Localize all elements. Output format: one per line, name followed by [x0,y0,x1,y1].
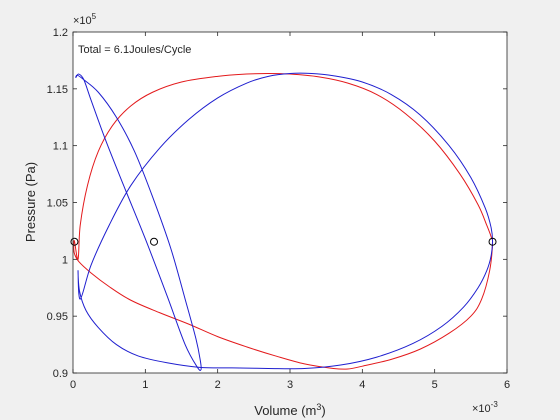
x-axis-label-close: ) [321,403,325,418]
series-layer [73,72,494,371]
data-marker-1 [70,237,79,246]
series-line-3 [75,73,202,371]
y-axis-ticks: 0.9 0.95 1 1.05 1.1 1.15 1.2 [47,27,507,380]
x-multiplier-base: ×10 [472,403,491,415]
y-tick-label: 1.1 [53,141,68,153]
x-tick-label: 1 [142,379,148,391]
annotation-text: Total = 6.1Joules/Cycle [78,44,191,56]
data-marker-3 [488,237,497,246]
x-tick-label: 3 [287,379,293,391]
y-tick-label: 0.95 [47,311,68,323]
x-tick-label: 4 [359,379,365,391]
y-tick-label: 0.9 [53,368,68,380]
data-marker-2 [150,237,159,246]
x-tick-label: 5 [432,379,438,391]
y-tick-label: 1.05 [47,198,68,210]
y-multiplier-label: ×105 [73,12,97,27]
x-multiplier-exponent: -3 [491,400,499,409]
y-axis-label: Pressure (Pa) [23,162,38,242]
y-multiplier-base: ×10 [73,15,92,27]
x-tick-label: 0 [70,379,76,391]
axes-background [73,32,507,373]
y-tick-label: 1.2 [53,27,68,39]
x-axis-ticks: 0 1 2 3 4 5 6 [70,32,510,391]
x-tick-label: 6 [504,379,510,391]
x-axis-label: Volume (m3) [254,402,326,418]
x-tick-label: 2 [215,379,221,391]
x-multiplier-label: ×10-3 [472,400,498,415]
y-tick-label: 1.15 [47,84,68,96]
marker-layer [70,237,497,246]
y-multiplier-exponent: 5 [92,12,97,21]
x-axis-label-text: Volume (m [254,403,316,418]
series-line-2 [77,72,494,370]
y-tick-label: 1 [62,254,68,266]
series-line-1 [73,72,494,370]
x-axis-label-superscript: 3 [316,402,321,412]
